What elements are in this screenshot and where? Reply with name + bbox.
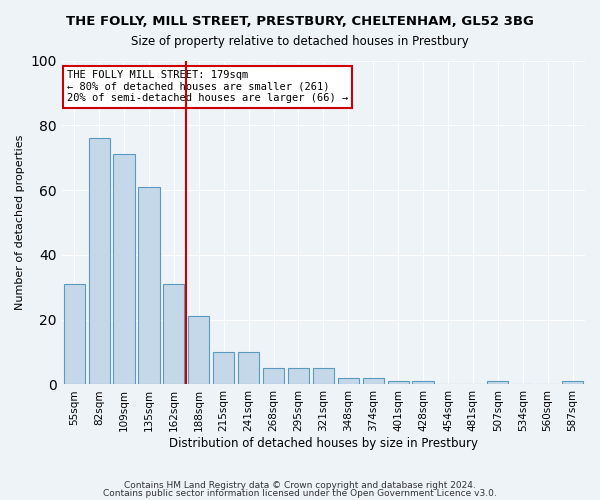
Bar [362,378,384,384]
Bar [139,187,160,384]
Bar [487,381,508,384]
Bar [562,381,583,384]
Bar [338,378,359,384]
Text: Contains public sector information licensed under the Open Government Licence v3: Contains public sector information licen… [103,488,497,498]
Bar [188,316,209,384]
Bar [213,352,235,384]
Bar [163,284,184,384]
Bar [64,284,85,384]
Text: Contains HM Land Registry data © Crown copyright and database right 2024.: Contains HM Land Registry data © Crown c… [124,481,476,490]
Bar [113,154,134,384]
Bar [313,368,334,384]
Y-axis label: Number of detached properties: Number of detached properties [15,135,25,310]
Bar [89,138,110,384]
Text: Size of property relative to detached houses in Prestbury: Size of property relative to detached ho… [131,35,469,48]
Text: THE FOLLY MILL STREET: 179sqm
← 80% of detached houses are smaller (261)
20% of : THE FOLLY MILL STREET: 179sqm ← 80% of d… [67,70,348,103]
Bar [263,368,284,384]
Bar [412,381,434,384]
Text: THE FOLLY, MILL STREET, PRESTBURY, CHELTENHAM, GL52 3BG: THE FOLLY, MILL STREET, PRESTBURY, CHELT… [66,15,534,28]
X-axis label: Distribution of detached houses by size in Prestbury: Distribution of detached houses by size … [169,437,478,450]
Bar [288,368,309,384]
Bar [238,352,259,384]
Bar [388,381,409,384]
